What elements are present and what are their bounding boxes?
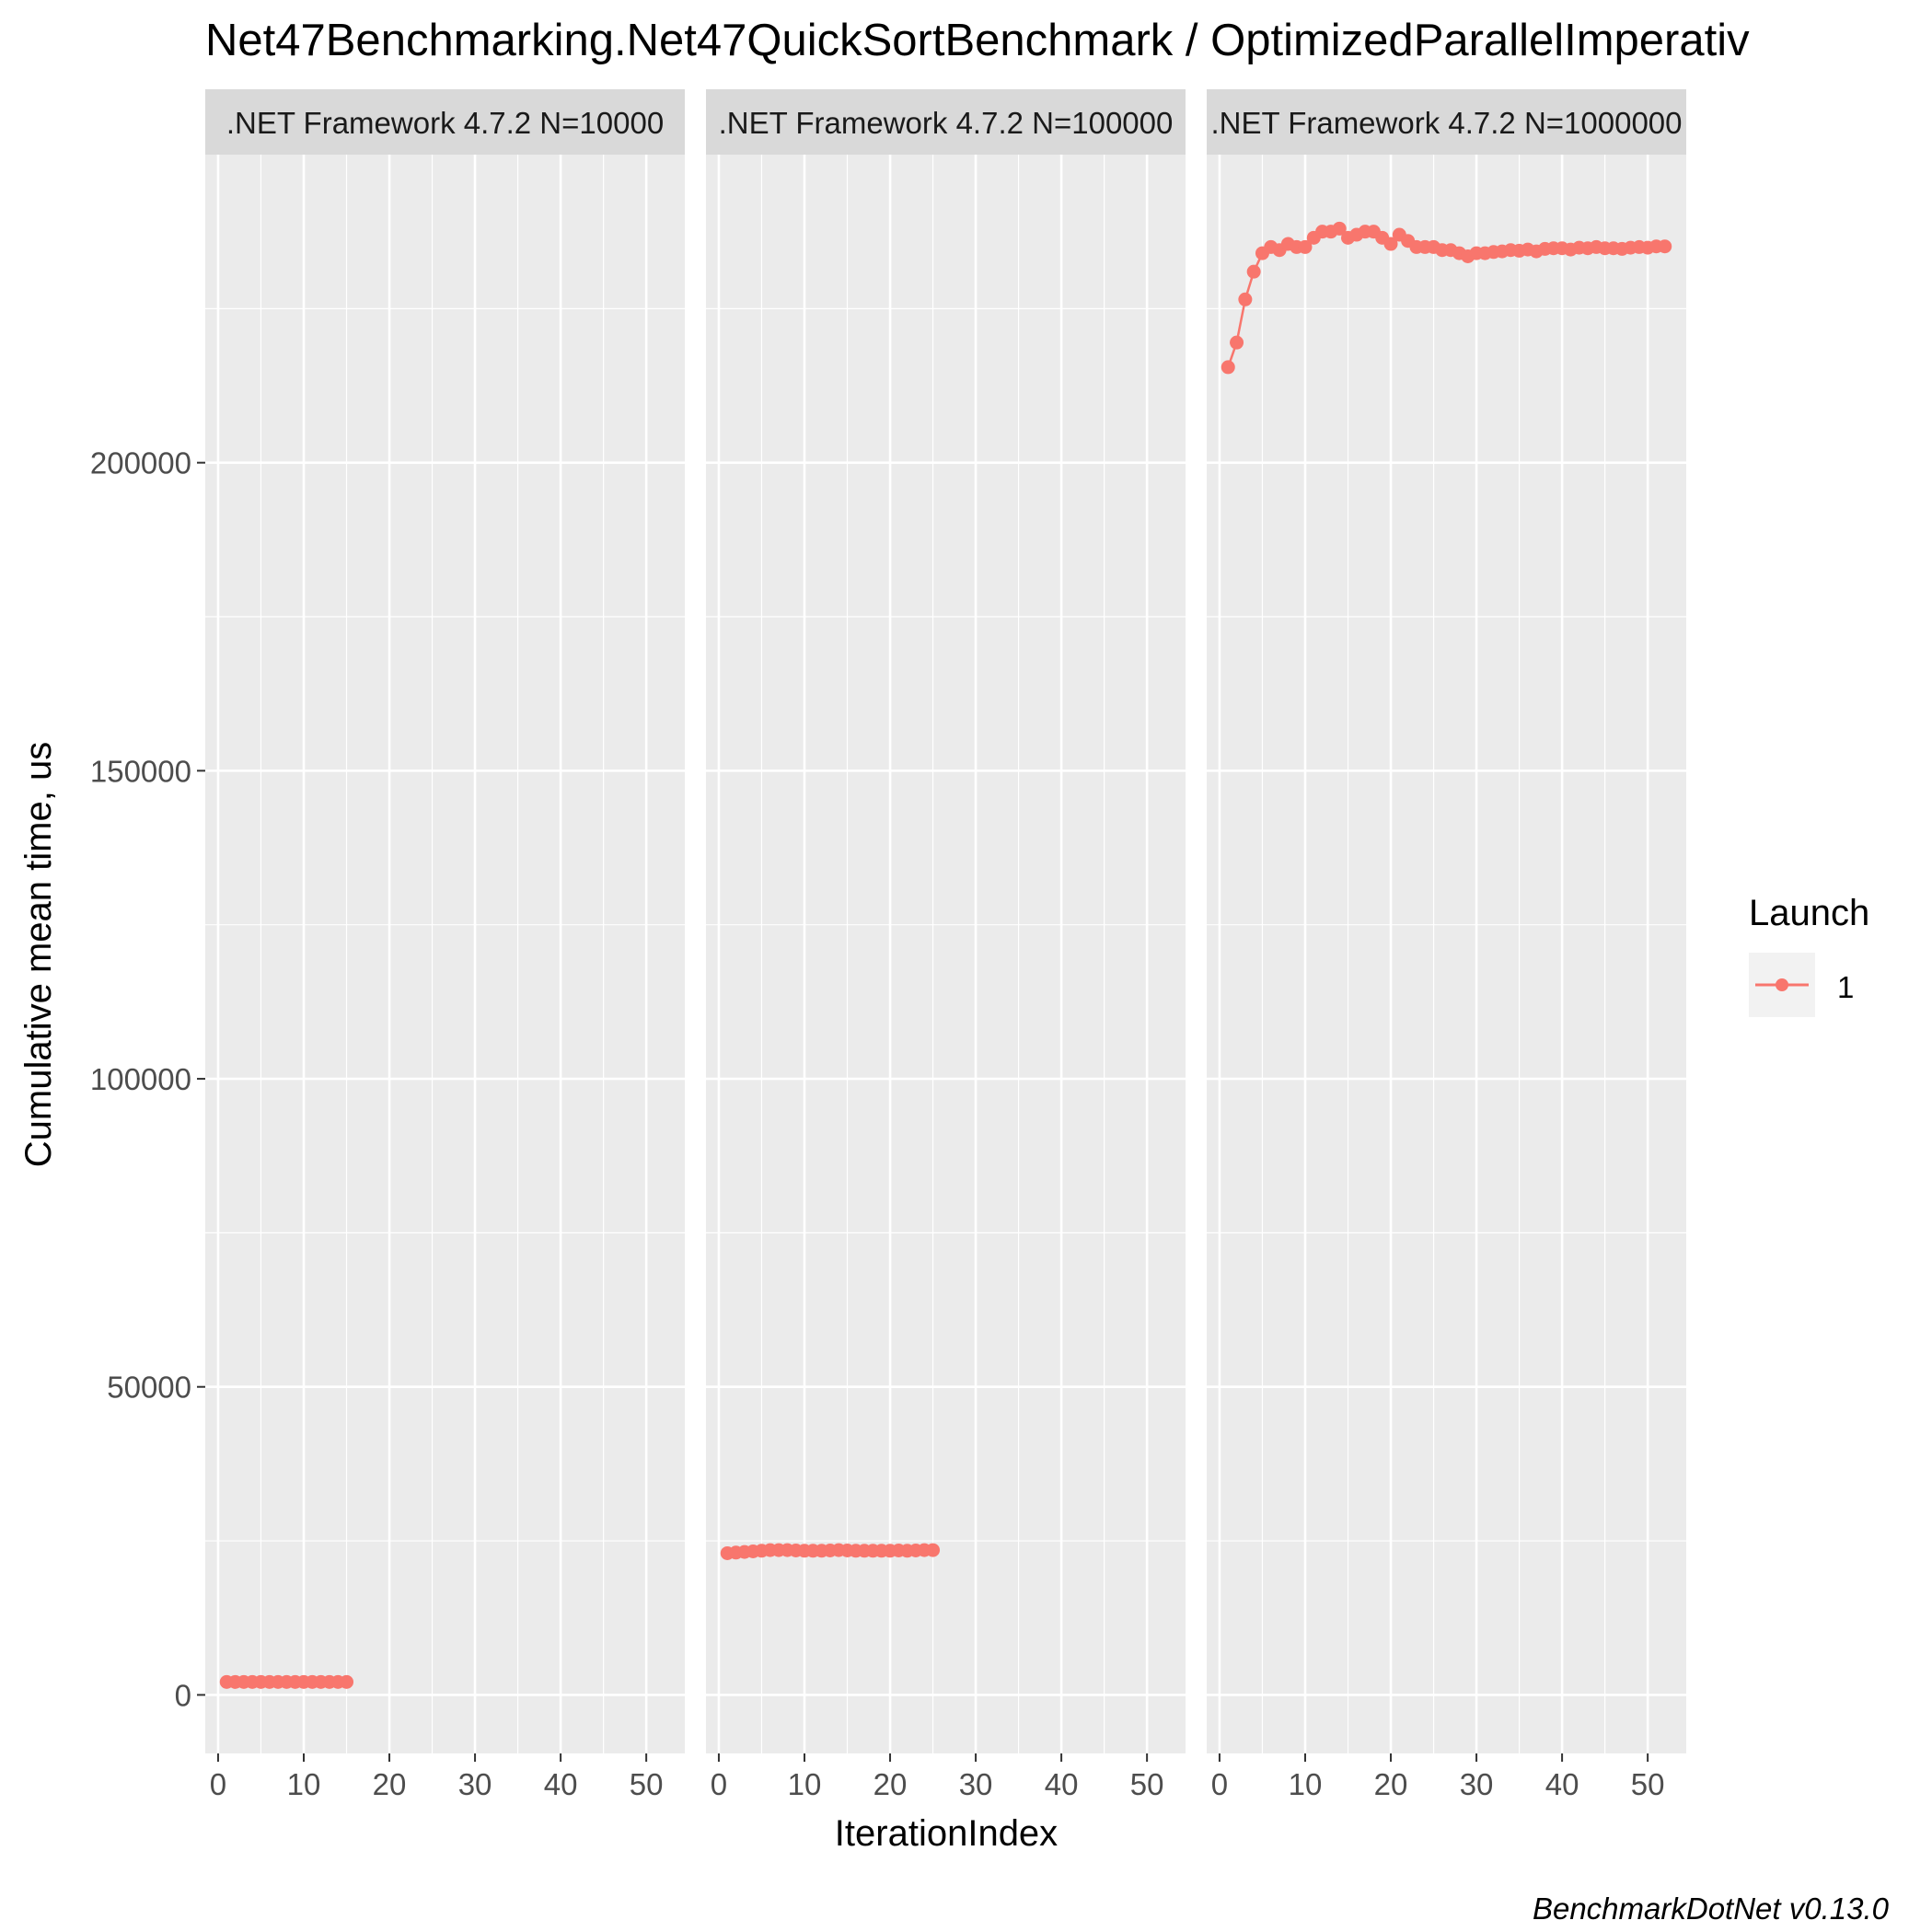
x-tick-label: 20 [1374, 1767, 1408, 1801]
x-tick-label: 40 [1045, 1767, 1079, 1801]
data-point [1238, 292, 1253, 307]
facet-panel: .NET Framework 4.7.2 N=100000 [706, 89, 1186, 1753]
facet-panel: .NET Framework 4.7.2 N=10000 [205, 89, 685, 1753]
y-tick-label: 150000 [90, 754, 191, 788]
x-tick-label: 0 [711, 1767, 727, 1801]
x-tick-label: 30 [458, 1767, 492, 1801]
chart-title: Net47Benchmarking.Net47QuickSortBenchmar… [205, 16, 1750, 65]
x-tick-label: 10 [788, 1767, 822, 1801]
y-axis-label: Cumulative mean time, us [18, 742, 59, 1167]
data-point [1383, 237, 1398, 251]
data-point [1246, 264, 1261, 279]
x-tick-label: 30 [1460, 1767, 1494, 1801]
x-tick-label: 10 [1289, 1767, 1323, 1801]
panel-background [1207, 155, 1686, 1753]
panel-background [706, 155, 1186, 1753]
x-tick-label: 10 [287, 1767, 321, 1801]
facet-panel: .NET Framework 4.7.2 N=1000000 [1207, 89, 1686, 1753]
facet-strip-label: .NET Framework 4.7.2 N=1000000 [1210, 106, 1682, 140]
facet-panels: .NET Framework 4.7.2 N=10000 .NET Framewo… [205, 89, 1686, 1753]
facet-strip-label: .NET Framework 4.7.2 N=10000 [226, 106, 664, 140]
y-tick-label: 0 [175, 1678, 191, 1712]
legend-entry-label: 1 [1837, 970, 1854, 1004]
legend-key-point [1776, 978, 1788, 991]
facet-strip-label: .NET Framework 4.7.2 N=100000 [719, 106, 1174, 140]
x-axes: 0 10 20 30 40 50 0 10 20 30 40 50 0 10 20 30 40 50 [210, 1753, 1665, 1801]
x-tick-label: 0 [210, 1767, 226, 1801]
facet-strip [706, 89, 1186, 155]
facet-strip [205, 89, 685, 155]
data-point [1298, 239, 1313, 254]
x-tick-label: 50 [630, 1767, 664, 1801]
y-tick-label: 200000 [90, 446, 191, 480]
y-axis: 0 50000 100000 150000 200000 [90, 446, 205, 1712]
legend: Launch 1 [1749, 893, 1869, 1017]
panel-background [205, 155, 685, 1753]
x-tick-label: 50 [1631, 1767, 1665, 1801]
x-tick-label: 50 [1130, 1767, 1164, 1801]
x-axis-label: IterationIndex [835, 1813, 1058, 1854]
x-tick-label: 20 [373, 1767, 407, 1801]
data-point [340, 1674, 354, 1689]
data-point [926, 1543, 941, 1557]
data-point [1230, 335, 1244, 350]
data-point [1332, 221, 1347, 236]
y-tick-label: 50000 [107, 1371, 191, 1405]
caption: BenchmarkDotNet v0.13.0 [1533, 1892, 1890, 1926]
data-point [1221, 360, 1235, 375]
legend-title: Launch [1749, 893, 1869, 933]
x-tick-label: 0 [1211, 1767, 1228, 1801]
x-tick-label: 30 [959, 1767, 993, 1801]
x-tick-label: 40 [544, 1767, 578, 1801]
x-tick-label: 40 [1545, 1767, 1579, 1801]
facet-strip [1207, 89, 1686, 155]
y-tick-label: 100000 [90, 1062, 191, 1096]
data-point [1658, 239, 1672, 254]
x-tick-label: 20 [873, 1767, 908, 1801]
